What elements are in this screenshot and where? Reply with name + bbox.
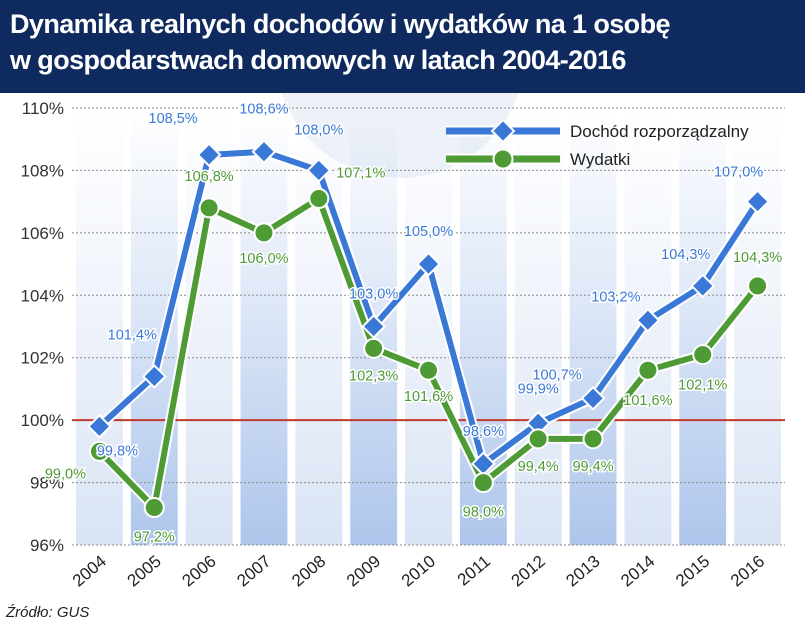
income-data-label: 101,4% — [108, 327, 157, 343]
chart-title-line-2: w gospodarstwach domowych w latach 2004-… — [10, 45, 626, 75]
expenses-point — [747, 275, 769, 297]
income-data-label: 108,0% — [294, 122, 343, 138]
line-chart: 96% 98% 100% 102% 104% 106% 108% 110% 2004 2005 20… — [21, 93, 785, 591]
y-tick-label: 96% — [30, 536, 64, 555]
income-point — [745, 189, 770, 215]
chart-header: Dynamika realnych dochodów i wydatków na… — [0, 0, 805, 93]
income-data-label: 98,6% — [463, 424, 504, 440]
column-shade — [514, 108, 562, 545]
expenses-data-label: 106,0% — [239, 251, 288, 267]
income-point — [306, 158, 332, 183]
expenses-data-label: 101,6% — [404, 389, 453, 405]
y-tick-label: 102% — [21, 349, 64, 368]
x-tick-label: 2014 — [617, 552, 658, 591]
income-point — [580, 385, 606, 411]
expenses-data-label: 97,2% — [134, 530, 175, 546]
expenses-data-label: 102,1% — [678, 378, 727, 394]
x-tick-label: 2010 — [398, 552, 439, 591]
expenses-data-label: 107,1% — [336, 166, 385, 182]
expenses-data-label: 98,0% — [463, 505, 504, 521]
column-shade — [185, 108, 233, 545]
income-data-label: 103,2% — [591, 289, 640, 305]
expenses-point — [308, 188, 330, 210]
x-tick-label: 2011 — [454, 552, 494, 590]
income-point — [416, 251, 441, 277]
x-tick-label: 2012 — [508, 552, 549, 591]
income-point — [361, 314, 387, 339]
income-data-label: 108,5% — [149, 111, 198, 127]
income-data-label: 103,0% — [349, 287, 398, 303]
y-tick-label: 104% — [21, 286, 64, 305]
income-data-label: 107,0% — [714, 165, 763, 181]
chart-title-line-1: Dynamika realnych dochodów i wydatków na… — [10, 9, 670, 39]
legend-expenses-marker — [492, 148, 514, 170]
expenses-data-label: 99,0% — [45, 466, 86, 482]
expenses-data-label: 106,8% — [185, 169, 234, 185]
income-point — [196, 142, 222, 168]
income-data-label: 105,0% — [404, 224, 453, 240]
income-data-label: 99,9% — [518, 381, 559, 397]
x-tick-label: 2007 — [233, 552, 274, 591]
expenses-point — [198, 197, 220, 219]
income-data-label: 100,7% — [532, 367, 581, 383]
x-tick-label: 2016 — [727, 552, 768, 591]
y-tick-label: 108% — [21, 161, 64, 180]
income-point — [635, 307, 661, 333]
legend-expenses-label: Wydatki — [570, 150, 630, 169]
column-shade — [679, 108, 727, 545]
column-shade — [734, 108, 781, 545]
income-point — [251, 139, 277, 165]
source-note: Źródło: GUS — [6, 604, 90, 621]
expenses-point — [472, 472, 494, 494]
x-tick-label: 2009 — [343, 552, 384, 591]
column-shade — [569, 108, 617, 545]
income-point — [87, 413, 112, 439]
expenses-point — [143, 497, 165, 519]
expenses-point — [253, 222, 275, 244]
expenses-data-label: 99,4% — [572, 459, 613, 475]
legend-income-marker — [490, 118, 516, 144]
expenses-data-label: 99,4% — [518, 459, 559, 475]
expenses-data-label: 101,6% — [623, 393, 672, 409]
expenses-point — [637, 359, 659, 381]
income-point — [690, 273, 716, 299]
expenses-point — [692, 344, 714, 366]
x-tick-label: 2005 — [124, 552, 165, 591]
x-tick-label: 2004 — [69, 552, 110, 591]
x-tick-label: 2006 — [178, 552, 219, 591]
expenses-data-label: 104,3% — [733, 250, 782, 266]
expenses-data-label: 102,3% — [349, 368, 398, 384]
y-tick-label: 110% — [22, 99, 64, 118]
expenses-point — [527, 428, 549, 450]
income-data-label: 99,8% — [97, 443, 138, 459]
x-tick-label: 2008 — [288, 552, 329, 591]
y-tick-label: 106% — [21, 224, 64, 243]
y-tick-label: 100% — [21, 411, 64, 430]
expenses-point — [582, 428, 604, 450]
column-shade — [240, 108, 288, 545]
x-tick-label: 2015 — [672, 552, 713, 591]
expenses-point — [363, 337, 385, 359]
income-data-label: 104,3% — [661, 247, 710, 263]
x-tick-label: 2013 — [562, 552, 603, 591]
income-point — [141, 364, 167, 389]
income-data-label: 108,6% — [239, 102, 288, 118]
expenses-point — [418, 359, 439, 381]
expenses-point — [88, 440, 110, 462]
legend-income-label: Dochód rozporządzalny — [570, 122, 749, 141]
y-tick-label: 98% — [30, 474, 64, 493]
